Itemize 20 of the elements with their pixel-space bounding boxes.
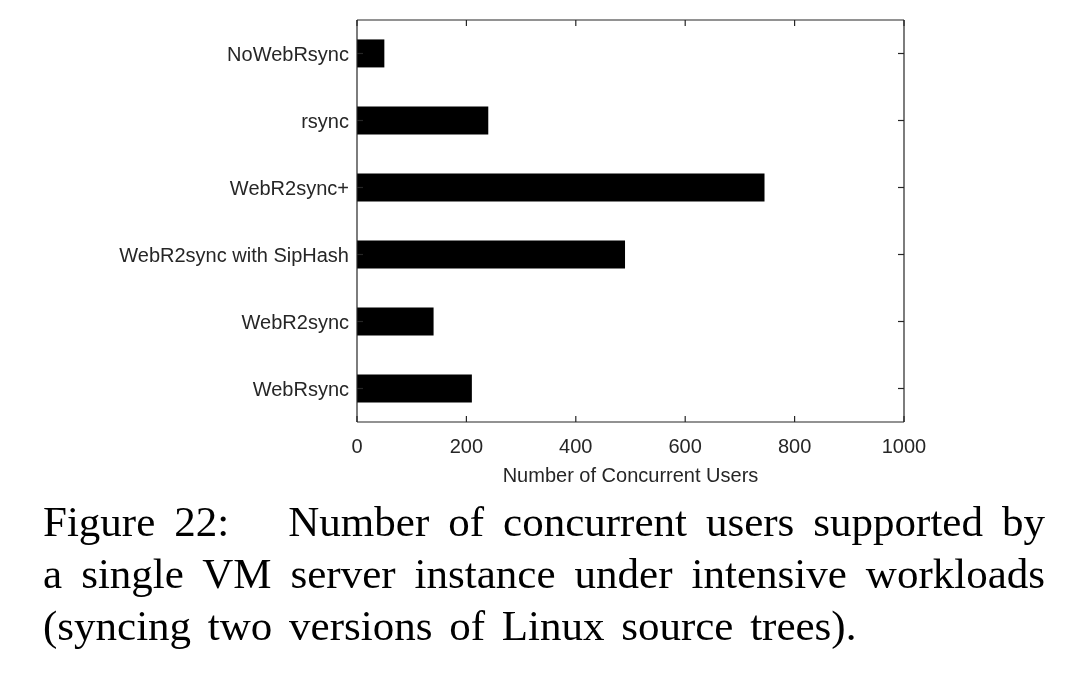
x-axis-title: Number of Concurrent Users [502, 464, 759, 486]
x-tick-label: 200 [449, 435, 484, 458]
bar [357, 106, 489, 135]
bar [357, 374, 472, 403]
y-tick-label: WebR2sync with SipHash [119, 243, 349, 266]
x-tick-label: 1000 [881, 435, 927, 458]
bar [357, 173, 765, 202]
y-tick-label: WebR2sync+ [229, 176, 349, 199]
y-tick-label: rsync [301, 109, 349, 132]
y-tick-label: WebR2sync [241, 310, 349, 333]
bar [357, 240, 626, 269]
bar [357, 39, 385, 68]
x-tick-label: 0 [351, 435, 363, 458]
x-tick-label: 400 [559, 435, 593, 458]
x-tick-label: 600 [668, 435, 702, 458]
y-tick-label: WebRsync [252, 377, 349, 400]
text: Figure 22: Number of concurrent users supported by a single VM server instance under intensive workloads (syncing two versions of Linux source trees). [43, 498, 1045, 649]
bar [357, 307, 434, 336]
y-tick-label: NoWebRsync [227, 42, 349, 65]
x-tick-label: 800 [777, 435, 812, 458]
